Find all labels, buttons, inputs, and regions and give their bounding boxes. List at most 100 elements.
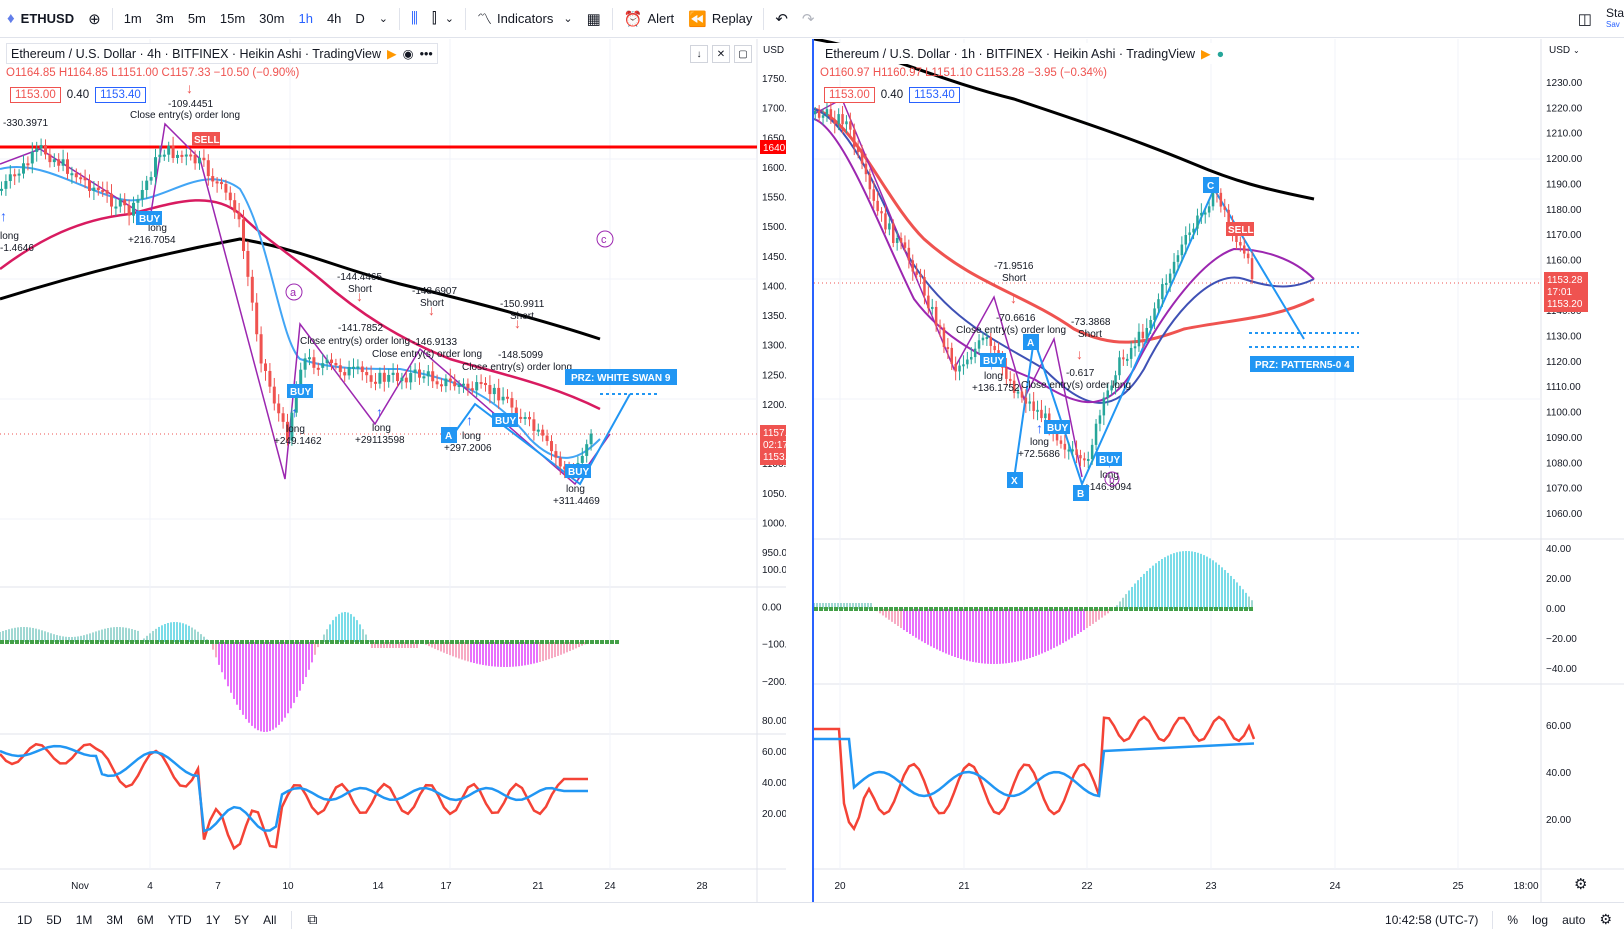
candle-body [426,371,430,377]
auto-toggle[interactable]: auto [1562,912,1586,927]
clock-label[interactable]: 10:42:58 (UTC-7) [1385,912,1479,927]
candle-body [206,160,210,177]
bid-button[interactable]: 1153.00 [824,87,875,103]
candle-body [0,188,3,191]
time-axis[interactable]: 20 21 22 23 24 25 18:00 [834,881,1539,892]
candle-body [501,396,505,401]
candle-body [44,145,47,155]
log-toggle[interactable]: log [1532,912,1549,927]
interval-30m[interactable]: 30m [259,11,285,26]
left-chart-svg[interactable]: -330.3971 Close entry(s) order long -109… [0,39,814,902]
candle-body [158,154,162,158]
time-tick-label: 25 [1452,881,1464,892]
currency-label[interactable]: USD [763,45,784,56]
buy-signal[interactable]: BUY [287,384,313,398]
interval-1m[interactable]: 1m [123,11,142,26]
candle-body [497,387,501,401]
buy-signal[interactable]: BUY [136,211,162,225]
close-pane-button[interactable]: ✕ [712,45,730,63]
last-price-tag: 1153.28 17:01 1153.20 [1544,272,1588,312]
macd-axis[interactable]: 40.00 20.00 0.00 −20.00 −40.00 [1546,544,1577,675]
replay-button[interactable]: ⏪ Replay [688,10,753,28]
redo-button[interactable]: ↷ [795,0,822,38]
left-chart-title[interactable]: Ethereum / U.S. Dollar · 4h · BITFINEX ·… [6,43,438,64]
percent-toggle[interactable]: % [1507,912,1519,927]
range-ytd[interactable]: YTD [167,912,192,927]
maximize-icon: ▢ [738,48,748,60]
left-chart-pane[interactable]: -330.3971 Close entry(s) order long -109… [0,39,814,902]
interval-d[interactable]: D [355,11,365,26]
range-1d[interactable]: 1D [17,912,33,927]
range-5y[interactable]: 5Y [234,912,250,927]
currency-label[interactable]: USD [1549,45,1570,56]
save-status[interactable]: Sta Sav [1605,5,1624,29]
candle-body [268,370,272,387]
range-3m[interactable]: 3M [106,912,124,927]
svg-text:Short: Short [420,298,444,309]
right-chart-svg[interactable]: -71.9516 Short -70.6616 Close entry(s) o… [813,37,1624,902]
sell-signal[interactable]: SELL [1226,222,1254,236]
symbol-search[interactable]: ♦ ETHUSD [0,0,81,38]
divider [399,7,401,30]
rsi-axis[interactable]: 80.00 60.00 40.00 20.00 [762,716,787,820]
candle-body [1090,444,1094,459]
buy-signal[interactable]: BUY [492,413,518,427]
bid-button[interactable]: 1153.00 [10,87,61,103]
settings-icon[interactable]: ⚙ [1599,911,1612,927]
buy-signal[interactable]: BUY [1044,420,1070,434]
pattern-point-a: A [441,427,457,443]
compare-button[interactable]: ⊕ [81,0,108,38]
scroll-down-button[interactable]: ↓ [690,45,708,63]
undo-button[interactable]: ↶ [768,0,795,38]
arrow-down-icon: ↓ [696,48,702,60]
time-tick-label: 4 [147,881,153,892]
buy-signal[interactable]: BUY [1096,452,1122,466]
candle-body [911,260,914,272]
time-tick-label: 21 [958,881,970,892]
time-axis[interactable]: Nov 4 7 10 14 17 21 24 28 [71,881,708,892]
interval-4h[interactable]: 4h [326,11,342,26]
interval-5m[interactable]: 5m [187,11,206,26]
chart-style-button[interactable]: ⫿ ⌄ [425,0,461,38]
layout-toggle-button[interactable]: ◫ [1571,0,1599,38]
ask-button[interactable]: 1153.40 [95,87,146,103]
ask-button[interactable]: 1153.40 [909,87,960,103]
layouts-button[interactable]: ▦ [580,0,608,38]
maximize-pane-button[interactable]: ▢ [734,45,752,63]
range-all[interactable]: All [263,912,277,927]
undo-icon: ↶ [775,10,788,28]
buy-signal[interactable]: BUY [980,353,1006,367]
right-chart-title[interactable]: Ethereum / U.S. Dollar · 1h · BITFINEX ·… [820,43,1230,64]
date-range-icon[interactable]: ⧉ [307,911,318,927]
buy-signal[interactable]: BUY [565,464,591,478]
candle-type-button[interactable]: ⫼ [404,0,425,38]
range-6m[interactable]: 6M [137,912,154,927]
prz-label[interactable]: PRZ: PATTERN5-0 4 [1250,356,1354,372]
candle-body [1223,206,1226,210]
macd-axis[interactable]: 100.00 0.00 −100.00 −200.00 [762,565,799,688]
candle-body [118,199,122,207]
prz-label[interactable]: PRZ: WHITE SWAN 9 [565,369,677,385]
svg-text:-71.9516: -71.9516 [994,261,1034,272]
right-chart-pane[interactable]: -71.9516 Short -70.6616 Close entry(s) o… [812,37,1624,902]
rsi-axis[interactable]: 60.00 40.00 20.00 [1546,721,1571,826]
indicators-button[interactable]: 〽 Indicators ⌄ [470,0,580,38]
svg-text:↓: ↓ [356,288,363,304]
candle-body [140,189,144,200]
interval-1h[interactable]: 1h [298,11,313,26]
moving-average-purple [813,118,1315,404]
right-bid-ask[interactable]: 1153.00 0.40 1153.40 [824,87,960,103]
interval-dropdown[interactable]: ⌄ [372,0,395,38]
range-1m[interactable]: 1M [75,912,93,927]
range-1y[interactable]: 1Y [205,912,221,927]
rsi-tick-label: 60.00 [762,747,786,758]
sell-signal[interactable]: SELL [192,132,220,146]
eye-icon[interactable]: ◉ [402,47,414,61]
alert-button[interactable]: ⏰ Alert [623,10,675,28]
range-5d[interactable]: 5D [46,912,62,927]
interval-3m[interactable]: 3m [155,11,174,26]
more-icon[interactable]: ••• [419,46,433,61]
interval-15m[interactable]: 15m [219,11,246,26]
left-bid-ask[interactable]: 1153.00 0.40 1153.40 [10,87,146,103]
gear-icon[interactable]: ⚙ [1574,876,1587,893]
